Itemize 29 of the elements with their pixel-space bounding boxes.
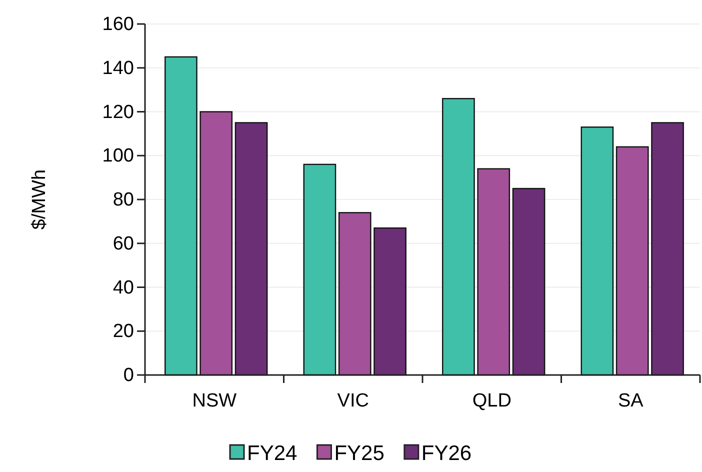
x-tick-label: VIC (337, 390, 369, 412)
bar (200, 111, 233, 376)
bar (442, 98, 475, 376)
y-tick-label: 120 (102, 102, 134, 123)
x-tick-label: SA (618, 390, 644, 412)
y-tick-label: 100 (102, 146, 134, 167)
bar (303, 164, 336, 376)
bar (477, 168, 510, 376)
y-tick-label: 20 (112, 321, 134, 342)
bar (580, 126, 614, 376)
legend-label: FY24 (247, 442, 298, 465)
y-tick-label: 40 (112, 277, 134, 298)
y-tick-label: 60 (112, 233, 134, 254)
y-tick-label: 80 (112, 190, 134, 211)
legend-label: FY25 (334, 442, 384, 465)
y-tick-label: 0 (123, 365, 134, 386)
bar (164, 56, 198, 376)
x-tick-label: QLD (472, 390, 512, 412)
x-tick-label: NSW (192, 390, 237, 412)
bar (338, 212, 372, 376)
bar (651, 122, 684, 376)
y-tick-label: 160 (102, 14, 134, 36)
bar (374, 227, 406, 376)
legend-label: FY26 (421, 442, 472, 465)
bar (234, 122, 268, 376)
bar (512, 188, 546, 376)
y-axis-title: $/MWh (29, 169, 50, 230)
y-tick-label: 140 (102, 58, 134, 79)
bar (616, 146, 649, 376)
